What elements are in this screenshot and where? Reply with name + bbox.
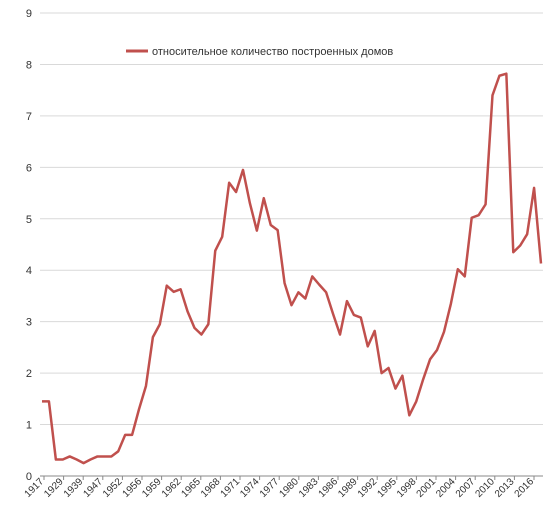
x-tick-label: 1977: [258, 476, 282, 500]
series-line: [42, 72, 543, 465]
y-tick-label: 2: [26, 368, 32, 380]
x-tick-label: 1968: [199, 476, 223, 500]
x-tick-label: 1939: [62, 476, 86, 500]
legend: относительное количество построенных дом…: [126, 46, 393, 58]
y-axis-ticks: 0 1 2 3 4 5 6 7 8 9: [26, 8, 32, 483]
x-tick-label: 2001: [415, 476, 439, 500]
y-tick-label: 7: [26, 111, 32, 123]
x-tick-label: 1992: [356, 476, 380, 500]
x-tick-label: 2010: [473, 476, 497, 500]
gridlines: [40, 12, 543, 426]
x-tick-label: 2007: [454, 476, 478, 500]
y-tick-label: 3: [26, 317, 32, 329]
y-tick-label: 0: [26, 471, 32, 483]
x-tick-label: 1986: [317, 476, 341, 500]
legend-label-series: относительное количество построенных дом…: [152, 46, 393, 58]
x-tick-label: 1998: [395, 476, 419, 500]
y-tick-label: 8: [26, 59, 32, 71]
y-tick-label: 4: [26, 265, 32, 277]
series-group: [42, 72, 543, 465]
x-tick-label: 1971: [219, 476, 243, 500]
x-tick-label: 1989: [336, 476, 360, 500]
x-tick-label: 1995: [375, 476, 399, 500]
x-tick-label: 1959: [140, 476, 164, 500]
x-tick-label: 2013: [493, 476, 517, 500]
y-tick-label: 9: [26, 8, 32, 20]
x-tick-label: 2004: [434, 476, 458, 500]
x-tick-label: 1980: [277, 476, 301, 500]
x-tick-label: 1956: [121, 476, 145, 500]
x-tick-label: 1952: [101, 476, 125, 500]
y-tick-label: 6: [26, 162, 32, 174]
y-tick-label: 5: [26, 214, 32, 226]
x-tick-label: 2016: [513, 476, 537, 500]
x-tick-label: 1974: [238, 476, 262, 500]
x-tick-label: 1965: [179, 476, 203, 500]
y-tick-label: 1: [26, 420, 32, 432]
x-tick-label: 1983: [297, 476, 321, 500]
x-axis-ticks: 1917192919391947195219561959196219651968…: [23, 476, 537, 500]
x-tick-label: 1962: [160, 476, 184, 500]
x-tick-label: 1947: [81, 476, 105, 500]
x-tick-label: 1929: [42, 476, 66, 500]
